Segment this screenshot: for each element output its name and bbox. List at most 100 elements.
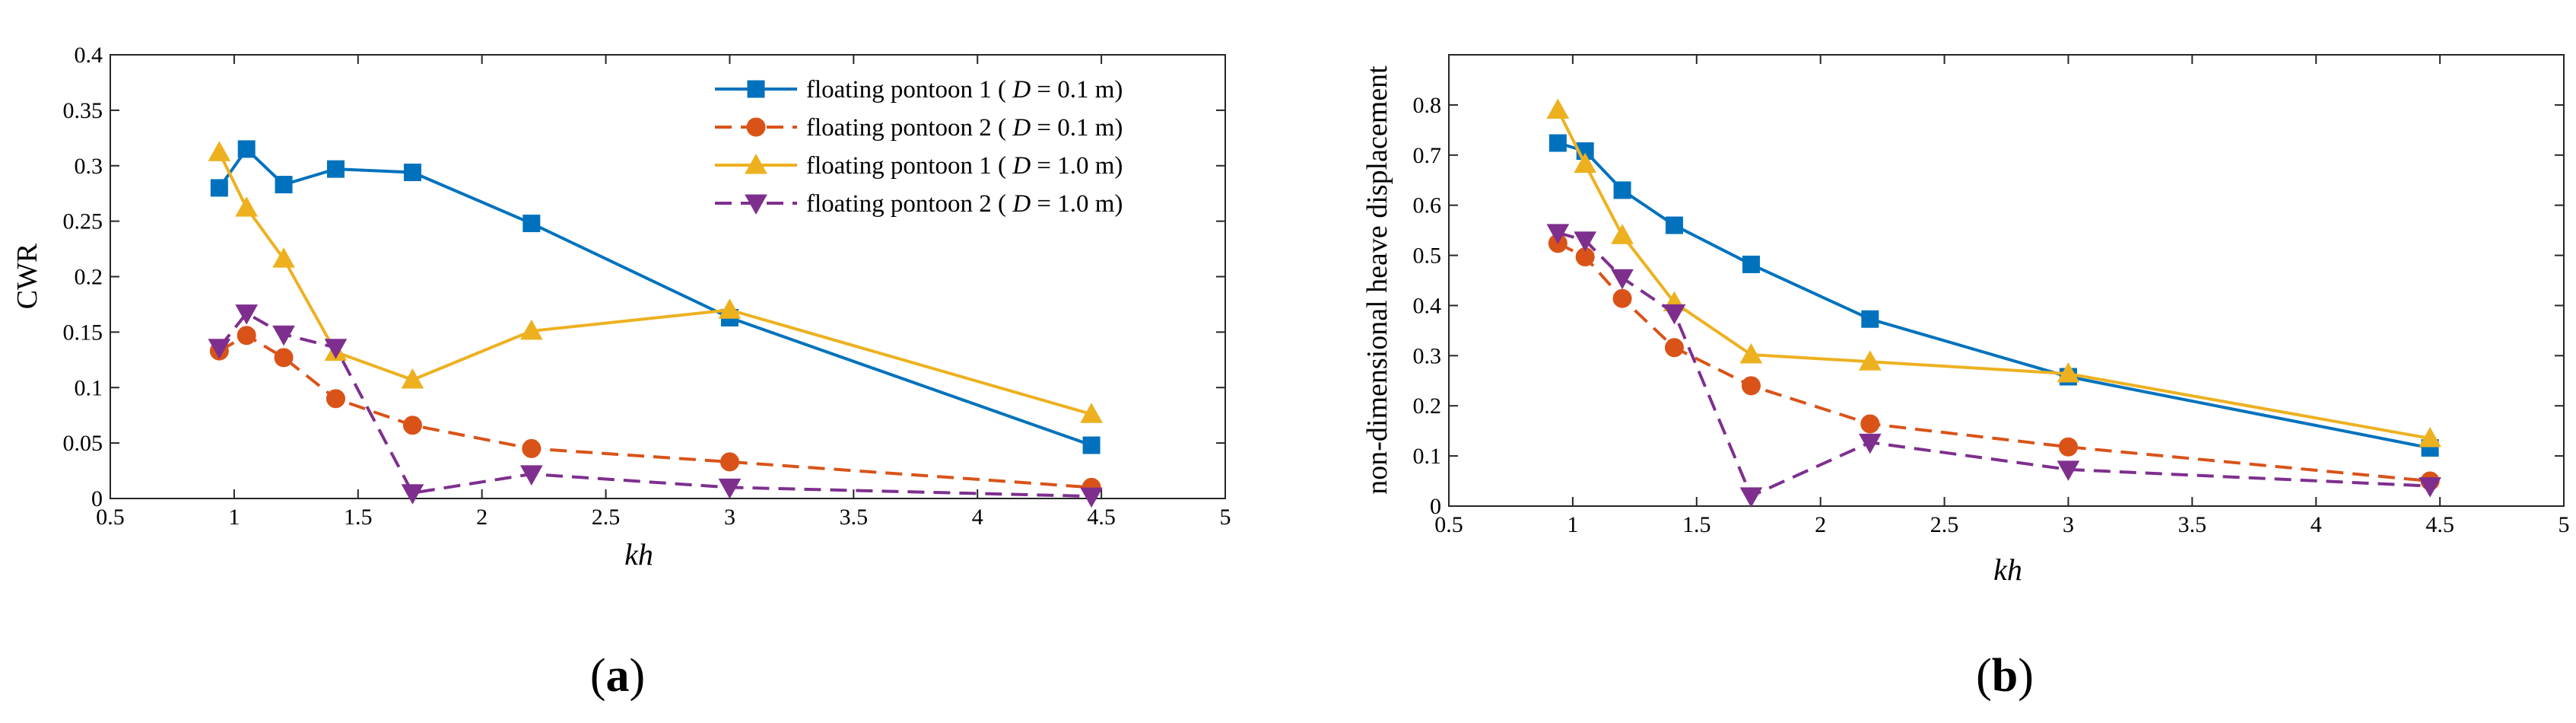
axis-ticks-b: 0.5 1 1.5 2 2.5 3 3.5 4 4.5 5 0 0.1 0.2 0.3 0.4 0.5 0.6 0… <box>1413 55 2570 537</box>
y-tick-label: 0.6 <box>1413 193 1442 218</box>
legend-key-marker-1 <box>747 80 765 98</box>
axis-ticks-a: 0.5 1 1.5 2 2.5 3 3.5 4 4.5 5 0 0.05 0.1 0.15 0.2 0.25 0… <box>63 43 1231 530</box>
data-point-a-2 <box>402 416 422 435</box>
x-tick-label: 2.5 <box>1930 512 1959 537</box>
panel-label-a: (a) <box>590 650 645 702</box>
data-point-b-3 <box>2057 362 2080 383</box>
data-point-a-1 <box>326 160 345 178</box>
x-tick-label: 4.5 <box>2425 512 2454 537</box>
data-point-b-3 <box>1739 342 1763 364</box>
data-point-b-4 <box>1574 231 1597 252</box>
data-point-a-4 <box>208 339 231 359</box>
data-point-a-4 <box>272 325 295 346</box>
data-point-a-1 <box>210 179 228 197</box>
x-tick-label: 0.5 <box>96 505 125 530</box>
data-point-a-2 <box>719 452 739 472</box>
legend-key-marker-4 <box>745 194 767 215</box>
data-point-a-3 <box>235 196 259 217</box>
x-tick-label: 5 <box>2559 512 2570 537</box>
legend-entry-1: floating pontoon 1 ( D = 0.1 m) <box>806 76 1123 104</box>
data-point-a-1 <box>403 163 421 181</box>
data-point-a-3 <box>519 319 543 340</box>
x-tick-label: 1.5 <box>344 505 373 530</box>
legend-entry-3: floating pontoon 1 ( D = 1.0 m) <box>806 152 1123 180</box>
data-point-b-2 <box>1612 288 1632 308</box>
x-tick-label: 4 <box>2311 512 2322 537</box>
x-axis-label-a: kh <box>624 537 653 572</box>
y-tick-label: 0.05 <box>63 431 103 456</box>
x-tick-label: 4 <box>972 505 983 530</box>
x-tick-label: 3.5 <box>2178 512 2207 537</box>
legend-keys <box>715 80 797 215</box>
data-point-a-2 <box>237 326 256 346</box>
data-point-a-4 <box>235 304 259 325</box>
data-point-b-1 <box>1613 181 1631 199</box>
y-tick-label: 0 <box>91 486 103 511</box>
y-tick-label: 0.8 <box>1413 93 1442 118</box>
legend-key-marker-2 <box>746 117 766 137</box>
data-point-b-1 <box>1861 310 1879 328</box>
y-tick-label: 0.1 <box>1413 444 1442 469</box>
data-point-b-4 <box>1739 487 1763 508</box>
legend: floating pontoon 1 ( D = 0.1 m) floating… <box>707 64 1215 233</box>
y-tick-label: 0.4 <box>1413 293 1442 318</box>
data-point-a-3 <box>208 141 231 161</box>
data-point-b-3 <box>1611 224 1634 244</box>
x-tick-label: 1 <box>228 505 240 530</box>
y-tick-label: 0.15 <box>63 320 103 345</box>
plot-area-b <box>1448 54 2565 507</box>
panel-label-b: (b) <box>1976 650 2034 702</box>
legend-box <box>707 64 1215 233</box>
data-point-b-3 <box>1574 152 1597 174</box>
data-point-b-1 <box>1548 134 1567 152</box>
x-tick-label: 5 <box>1220 505 1231 530</box>
data-point-a-4 <box>324 339 348 359</box>
y-tick-label: 0.3 <box>1413 343 1442 368</box>
data-point-a-2 <box>522 438 542 458</box>
x-tick-label: 3.5 <box>840 505 869 530</box>
x-tick-label: 3 <box>2063 512 2074 537</box>
y-tick-label: 0.1 <box>75 375 103 400</box>
data-point-b-4 <box>2057 460 2080 481</box>
x-tick-label: 1 <box>1567 512 1578 537</box>
series-line-a-4 <box>218 311 1092 498</box>
data-point-a-3 <box>1080 403 1103 423</box>
data-point-a-3 <box>272 247 295 268</box>
data-point-a-3 <box>401 368 424 389</box>
y-tick-label: 0.4 <box>75 43 103 68</box>
data-point-b-1 <box>1665 216 1683 234</box>
x-tick-label: 1.5 <box>1682 512 1711 537</box>
series-line-b-4 <box>1557 231 2431 498</box>
data-point-b-4 <box>1663 304 1686 325</box>
data-point-a-1 <box>523 215 541 233</box>
data-point-b-3 <box>2419 427 2441 447</box>
x-tick-label: 3 <box>724 505 735 530</box>
data-point-b-2 <box>1664 338 1684 358</box>
data-point-a-1 <box>275 176 293 194</box>
y-tick-label: 0.7 <box>1413 143 1442 168</box>
data-point-b-3 <box>1546 98 1570 119</box>
legend-entry-2: floating pontoon 2 ( D = 0.1 m) <box>806 114 1123 142</box>
x-tick-label: 0.5 <box>1434 512 1463 537</box>
legend-key-marker-3 <box>745 153 767 174</box>
data-point-b-3 <box>1858 350 1882 371</box>
data-point-a-3 <box>718 298 742 319</box>
data-point-b-4 <box>2419 477 2441 498</box>
data-point-b-2 <box>2058 437 2078 457</box>
data-point-a-4 <box>718 478 742 499</box>
y-tick-label: 0.2 <box>1413 393 1442 419</box>
x-tick-label: 2.5 <box>592 505 621 530</box>
data-point-a-4 <box>401 484 424 505</box>
data-point-b-2 <box>1860 414 1880 434</box>
data-point-a-2 <box>326 389 345 409</box>
data-point-b-4 <box>1858 433 1882 454</box>
data-point-a-4 <box>519 465 543 486</box>
y-tick-label: 0.5 <box>1413 244 1442 269</box>
y-axis-label-a: CWR <box>11 243 43 309</box>
data-point-b-2 <box>1741 376 1761 396</box>
y-tick-label: 0.35 <box>63 98 103 123</box>
legend-entry-4: floating pontoon 2 ( D = 1.0 m) <box>806 190 1123 218</box>
x-tick-label: 2 <box>1815 512 1826 537</box>
series-line-b-3 <box>1556 109 2431 441</box>
